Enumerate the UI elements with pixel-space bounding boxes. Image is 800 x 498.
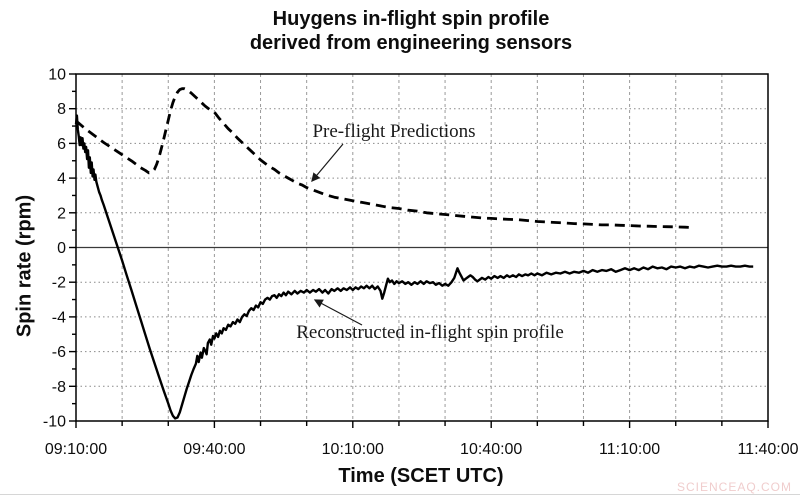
svg-text:-2: -2 (52, 275, 66, 292)
chart-title-line2: derived from engineering sensors (249, 32, 573, 54)
svg-text:11:10:00: 11:10:00 (599, 441, 660, 458)
svg-text:10: 10 (48, 67, 66, 84)
svg-text:11:40:00: 11:40:00 (737, 441, 798, 458)
svg-text:-10: -10 (43, 414, 66, 431)
x-axis-title: Time (SCET UTC) (338, 465, 504, 487)
svg-text:09:10:00: 09:10:00 (45, 441, 107, 458)
chart-title-line1: Huygens in-flight spin profile (272, 8, 550, 30)
svg-text:-8: -8 (52, 379, 66, 396)
svg-text:10:40:00: 10:40:00 (460, 441, 522, 458)
watermark: SCIENCEAQ.COM (676, 480, 792, 494)
annotation-arrows (311, 143, 363, 326)
vertical-gridlines (121, 74, 723, 421)
svg-text:2: 2 (57, 205, 66, 222)
svg-text:-4: -4 (52, 309, 66, 326)
y-axis-ticks (69, 73, 76, 422)
annotation-preflight-predictions: Pre-flight Predictions (312, 121, 476, 142)
svg-text:8: 8 (57, 101, 66, 118)
y-axis-tick-labels: 10 8 6 4 2 0 -2 -4 -6 -8 -10 (43, 67, 66, 431)
svg-text:10:10:00: 10:10:00 (322, 441, 384, 458)
svg-text:0: 0 (57, 240, 66, 257)
reconstructed-spin-line (74, 114, 754, 420)
y-axis-title: Spin rate (rpm) (13, 194, 36, 338)
x-axis-ticks (75, 421, 769, 428)
annotation-reconstructed-profile: Reconstructed in-flight spin profile (296, 322, 564, 343)
svg-text:09:40:00: 09:40:00 (183, 441, 245, 458)
bottom-divider (0, 494, 800, 495)
x-axis-tick-labels: 09:10:00 09:40:00 10:10:00 10:40:00 11:10:00… (45, 441, 799, 458)
chart-title: Huygens in-flight spin profile derived f… (11, 7, 800, 55)
svg-text:6: 6 (57, 136, 66, 153)
horizontal-gridlines (76, 108, 768, 387)
svg-text:-6: -6 (52, 344, 66, 361)
svg-text:4: 4 (57, 171, 66, 188)
